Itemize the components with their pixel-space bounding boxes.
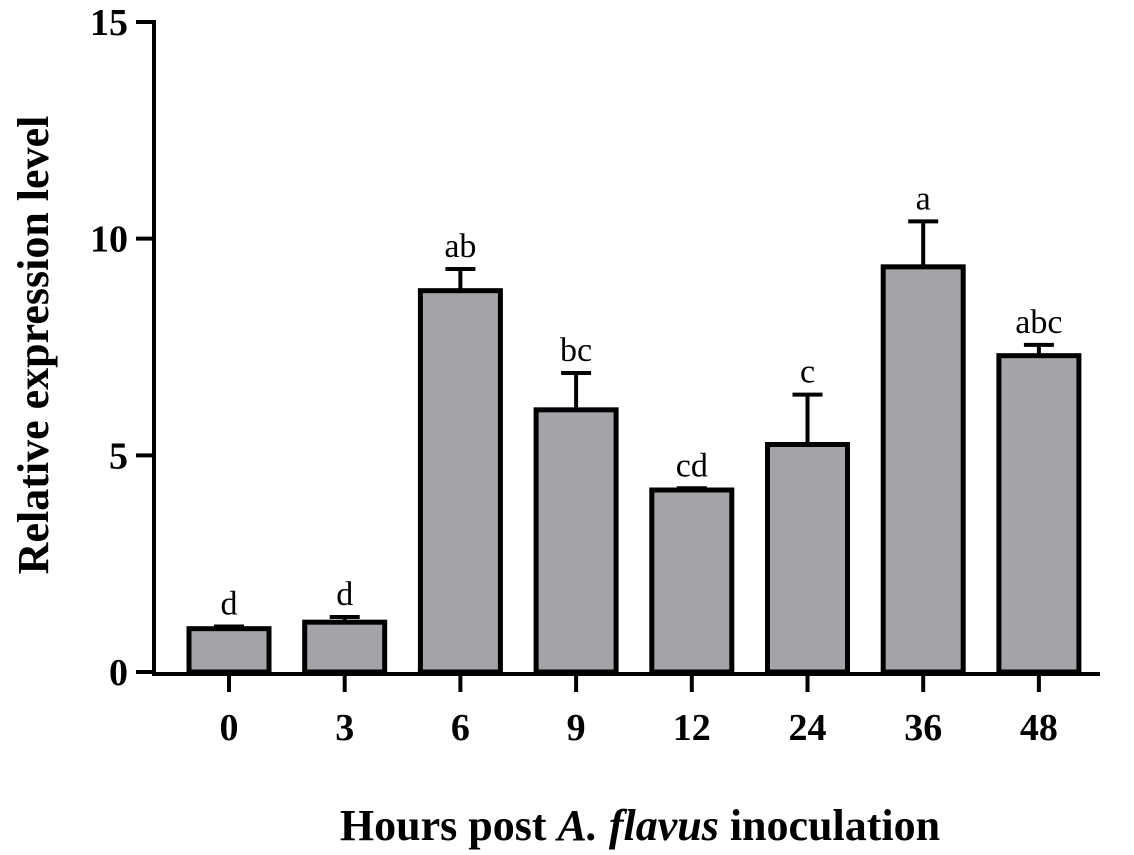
x-ticks: 0 3 6 9 12 24 36 48 — [220, 674, 1058, 749]
bar — [996, 353, 1082, 675]
x-tick-label: 24 — [789, 707, 827, 749]
x-tick-label: 12 — [673, 707, 711, 749]
significance-label: a — [916, 180, 931, 217]
significance-label: bc — [560, 332, 592, 369]
x-axis-title: Hours post A. flavus inoculation — [340, 801, 940, 850]
bar — [302, 619, 388, 675]
bars-layer: d d ab bc cd c a abc — [186, 180, 1082, 675]
x-tick-label: 9 — [567, 707, 586, 749]
significance-label: d — [336, 576, 353, 613]
y-axis-title: Relative expression level — [9, 116, 58, 575]
y-ticks: 0 5 10 15 — [90, 2, 154, 694]
x-tick-label: 36 — [904, 707, 942, 749]
y-tick-label: 0 — [109, 652, 128, 694]
significance-label: ab — [444, 228, 476, 265]
bar — [880, 264, 966, 675]
x-axis-title-pre: Hours post — [340, 801, 558, 850]
axes-layer — [152, 20, 1100, 676]
bar — [186, 626, 272, 675]
x-axis-title-italic: A. flavus — [554, 801, 718, 850]
y-tick-label: 10 — [90, 219, 128, 261]
significance-label: abc — [1015, 304, 1062, 341]
significance-label: d — [221, 586, 238, 623]
x-tick-label: 6 — [451, 707, 470, 749]
y-tick-label: 15 — [90, 2, 128, 44]
x-tick-label: 3 — [335, 707, 354, 749]
bar — [649, 487, 735, 675]
x-axis-title-post: inoculation — [719, 801, 940, 850]
bar — [533, 407, 619, 675]
y-tick-label: 5 — [109, 435, 128, 477]
bar — [417, 288, 503, 675]
significance-label: c — [800, 354, 815, 391]
x-tick-label: 0 — [220, 707, 239, 749]
significance-label: cd — [676, 447, 708, 484]
bar — [765, 442, 850, 675]
x-tick-label: 48 — [1020, 707, 1058, 749]
